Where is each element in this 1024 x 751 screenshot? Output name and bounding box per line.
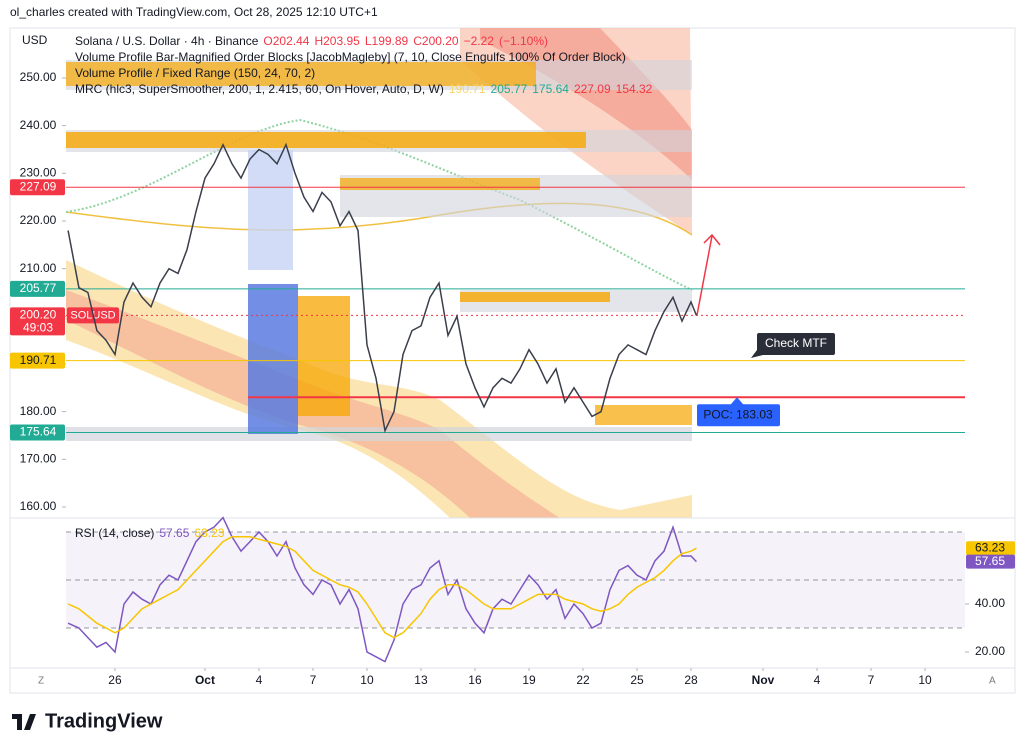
volume-profile <box>248 284 298 434</box>
series-line <box>67 142 698 434</box>
rsi-legend-value: 57.65 <box>159 526 190 540</box>
x-tick-label: 19 <box>522 673 536 687</box>
price-tag <box>10 352 65 369</box>
rsi-title: RSI (14, close) <box>75 526 155 540</box>
x-tick-label: 28 <box>684 673 698 687</box>
poc-pointer <box>730 397 744 406</box>
order-block <box>66 132 586 148</box>
rsi-tag <box>966 541 1015 556</box>
price-tag-label: 200.20 <box>20 308 57 322</box>
symbol: Solana / U.S. Dollar · 4h · Binance <box>75 34 259 48</box>
price-tag-label: 175.64 <box>20 425 57 439</box>
x-tick-label: 10 <box>360 673 374 687</box>
y-tick-label: 210.00 <box>20 261 57 275</box>
mrc-value: 227.09 <box>573 82 611 96</box>
x-tick-label: 7 <box>868 673 875 687</box>
rsi-tag <box>966 554 1015 569</box>
ohlc-value: H203.95 <box>314 34 360 48</box>
legend-row: Volume Profile / Fixed Range (150, 24, 7… <box>75 66 315 80</box>
price-tag <box>10 280 65 297</box>
currency: USD <box>22 33 48 47</box>
ohlc-value: L199.89 <box>364 34 409 48</box>
x-tick-label: 16 <box>468 673 482 687</box>
corner-a: A <box>989 676 996 687</box>
y-tick-label: 40.00 <box>975 596 1005 610</box>
mrc-lower-band <box>66 260 692 518</box>
price-tag <box>10 307 65 336</box>
price-tag <box>10 424 65 441</box>
x-tick-label: 7 <box>310 673 317 687</box>
order-block <box>66 62 536 86</box>
price-tag <box>10 179 65 196</box>
y-tick-label: 20.00 <box>975 644 1005 658</box>
order-block <box>460 292 610 302</box>
y-tick-label: 160.00 <box>20 499 57 513</box>
indicator-name: Volume Profile / Fixed Range (150, 24, 7… <box>75 66 316 80</box>
y-tick-label: 250.00 <box>20 70 57 84</box>
mrc-value: 205.77 <box>490 82 528 96</box>
mrc-value: 175.64 <box>532 82 569 96</box>
corner-z: Z <box>38 676 44 687</box>
price-tag-label: 227.09 <box>20 179 57 193</box>
rsi-tag-label: 63.23 <box>975 540 1005 554</box>
legend-row: Volume Profile Bar-Magnified Order Block… <box>75 50 626 64</box>
x-tick-label: 22 <box>576 673 590 687</box>
y-tick-label: 220.00 <box>20 213 57 227</box>
ohlc-value: C200.20 <box>413 34 459 48</box>
x-tick-label: 26 <box>108 673 122 687</box>
legend-row: Solana / U.S. Dollar · 4h · Binance O202.… <box>75 34 548 48</box>
note-pointer <box>751 350 763 358</box>
rsi-legend-value: 63.23 <box>194 526 225 540</box>
price-tag-label: 190.71 <box>20 353 57 367</box>
series-line <box>67 516 697 663</box>
x-tick-label: 25 <box>630 673 644 687</box>
x-tick-label: 13 <box>414 673 428 687</box>
change-pct: (−1.10%) <box>498 34 549 48</box>
poc-label: POC: 183.03 <box>703 407 773 421</box>
note-label: Check MTF <box>765 336 827 350</box>
x-tick-label: 4 <box>256 673 263 687</box>
rsi-background <box>66 532 965 628</box>
note-box <box>757 333 835 355</box>
rsi-legend: RSI (14, close) 57.65 63.23 <box>75 526 224 540</box>
y-tick-label: 240.00 <box>20 118 57 132</box>
volume-profile <box>298 296 350 416</box>
logo-icon <box>12 714 36 730</box>
y-tick-label: 180.00 <box>20 404 57 418</box>
rsi-tag-label: 57.65 <box>975 554 1005 568</box>
order-block <box>66 427 692 441</box>
change: −2.22 <box>463 34 494 48</box>
series-line <box>67 536 697 639</box>
poc-box <box>697 404 780 427</box>
arrow <box>696 233 721 316</box>
indicator-name: MRC (hlc3, SuperSmoother, 200, 1, 2.415,… <box>75 82 444 96</box>
order-block <box>340 178 540 190</box>
price-tag-label: 205.77 <box>20 281 57 295</box>
legend-row: MRC (hlc3, SuperSmoother, 200, 1, 2.415,… <box>75 82 652 96</box>
watermark: TradingView <box>45 710 163 732</box>
countdown: 49:03 <box>23 321 53 335</box>
x-tick-label: Oct <box>195 673 215 687</box>
order-block <box>595 405 692 425</box>
mrc-green <box>65 118 693 291</box>
x-tick-label: 10 <box>918 673 932 687</box>
mrc-value: 190.71 <box>448 82 486 96</box>
ohlc-value: O202.44 <box>263 34 310 48</box>
y-tick-label: 230.00 <box>20 166 57 180</box>
volume-profile <box>248 150 293 270</box>
mrc-value: 154.32 <box>615 82 653 96</box>
y-tick-label: 170.00 <box>20 451 57 465</box>
credit: ol_charles created with TradingView.com,… <box>10 5 378 19</box>
indicator-name: Volume Profile Bar-Magnified Order Block… <box>75 50 626 64</box>
x-tick-label: Nov <box>752 673 775 687</box>
x-tick-label: 4 <box>814 673 821 687</box>
